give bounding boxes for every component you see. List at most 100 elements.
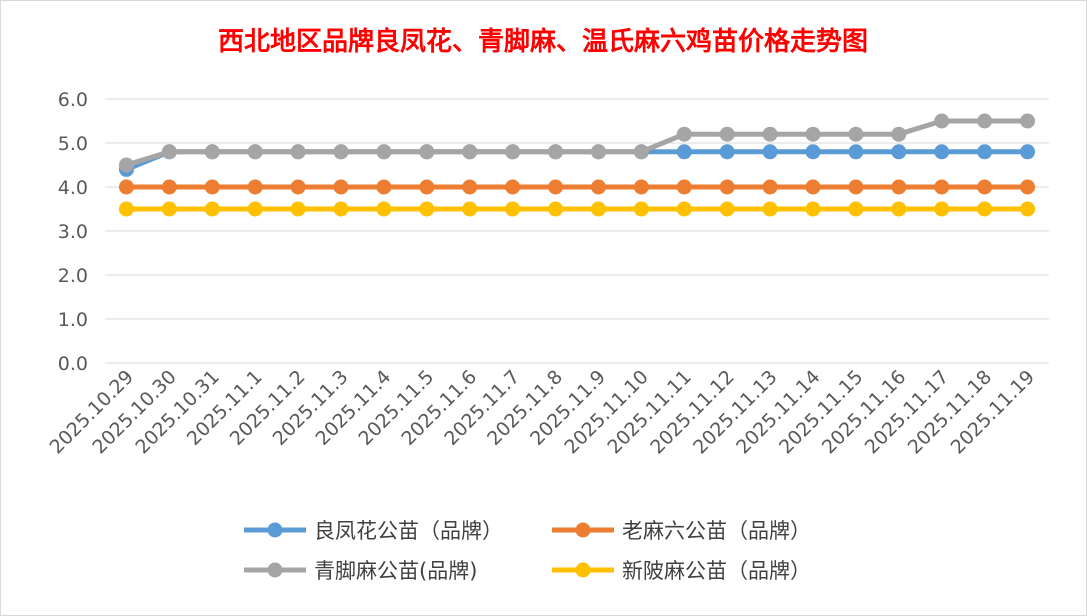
data-point <box>419 144 435 160</box>
legend-swatch-marker <box>575 522 591 538</box>
legend-label: 新陂麻公苗（品牌） <box>622 559 811 583</box>
legend-label: 老麻六公苗（品牌） <box>622 519 811 543</box>
data-point <box>505 144 521 160</box>
data-point <box>590 201 606 217</box>
data-point <box>633 144 649 160</box>
data-point <box>891 201 907 217</box>
data-point <box>848 201 864 217</box>
data-point <box>848 144 864 160</box>
data-point <box>204 201 220 217</box>
data-point <box>505 201 521 217</box>
data-point <box>848 126 864 142</box>
data-point <box>805 201 821 217</box>
data-point <box>633 179 649 195</box>
y-tick-label: 3.0 <box>58 221 88 243</box>
data-point <box>1020 144 1036 160</box>
data-point <box>762 179 778 195</box>
data-point <box>590 179 606 195</box>
data-point <box>719 179 735 195</box>
data-point <box>977 179 993 195</box>
data-point <box>676 126 692 142</box>
data-point <box>247 179 263 195</box>
data-point <box>891 144 907 160</box>
data-point <box>934 179 950 195</box>
data-point <box>548 144 564 160</box>
y-tick-label: 5.0 <box>58 133 88 155</box>
data-point <box>161 201 177 217</box>
data-point <box>891 179 907 195</box>
data-point <box>590 144 606 160</box>
legend: 良凤花公苗（品牌） 老麻六公苗（品牌） 青脚麻公苗(品牌) 新陂麻公苗（品牌） <box>244 519 811 583</box>
data-point <box>118 201 134 217</box>
data-point <box>934 201 950 217</box>
y-tick-label: 0.0 <box>58 353 88 375</box>
data-point <box>719 144 735 160</box>
data-point <box>462 144 478 160</box>
chart-title: 西北地区品牌良凤花、青脚麻、温氏麻六鸡苗价格走势图 <box>218 26 868 57</box>
data-point <box>848 179 864 195</box>
data-point <box>676 201 692 217</box>
data-point <box>333 201 349 217</box>
data-point <box>161 144 177 160</box>
legend-swatch-marker <box>267 562 283 578</box>
data-point <box>977 144 993 160</box>
data-point <box>805 126 821 142</box>
data-point <box>204 179 220 195</box>
data-point <box>1020 201 1036 217</box>
y-tick-label: 4.0 <box>58 177 88 199</box>
data-point <box>719 201 735 217</box>
data-point <box>462 201 478 217</box>
y-tick-label: 6.0 <box>58 89 88 111</box>
data-point <box>548 201 564 217</box>
series-line <box>123 118 1031 168</box>
legend-swatch-marker <box>575 562 591 578</box>
data-point <box>762 201 778 217</box>
data-point <box>376 201 392 217</box>
data-point <box>505 179 521 195</box>
data-point <box>762 144 778 160</box>
data-point <box>1020 113 1036 129</box>
series-1 <box>118 179 1036 195</box>
data-point <box>934 144 950 160</box>
data-point <box>805 179 821 195</box>
data-point <box>1020 179 1036 195</box>
data-point <box>633 201 649 217</box>
data-point <box>676 144 692 160</box>
data-point <box>977 201 993 217</box>
data-point <box>419 179 435 195</box>
legend-item: 青脚麻公苗(品牌) <box>244 559 477 583</box>
data-point <box>891 126 907 142</box>
data-point <box>376 179 392 195</box>
series-group <box>118 113 1036 217</box>
legend-item: 良凤花公苗（品牌） <box>244 519 503 543</box>
data-point <box>204 144 220 160</box>
legend-label: 青脚麻公苗(品牌) <box>314 559 477 583</box>
data-point <box>118 179 134 195</box>
y-tick-label: 2.0 <box>58 265 88 287</box>
data-point <box>247 201 263 217</box>
series-3 <box>118 201 1036 217</box>
data-point <box>676 179 692 195</box>
y-tick-label: 1.0 <box>58 309 88 331</box>
data-point <box>333 179 349 195</box>
data-point <box>161 179 177 195</box>
legend-item: 老麻六公苗（品牌） <box>552 519 811 543</box>
data-point <box>333 144 349 160</box>
data-point <box>934 113 950 129</box>
y-axis-ticks: 0.0 1.0 2.0 3.0 4.0 5.0 6.0 <box>58 89 88 375</box>
data-point <box>977 113 993 129</box>
data-point <box>376 144 392 160</box>
data-point <box>290 179 306 195</box>
series-2 <box>118 113 1036 173</box>
data-point <box>548 179 564 195</box>
data-point <box>290 144 306 160</box>
data-point <box>719 126 735 142</box>
legend-swatch-marker <box>267 522 283 538</box>
legend-item: 新陂麻公苗（品牌） <box>552 559 811 583</box>
legend-label: 良凤花公苗（品牌） <box>314 519 503 543</box>
data-point <box>118 157 134 173</box>
data-point <box>462 179 478 195</box>
